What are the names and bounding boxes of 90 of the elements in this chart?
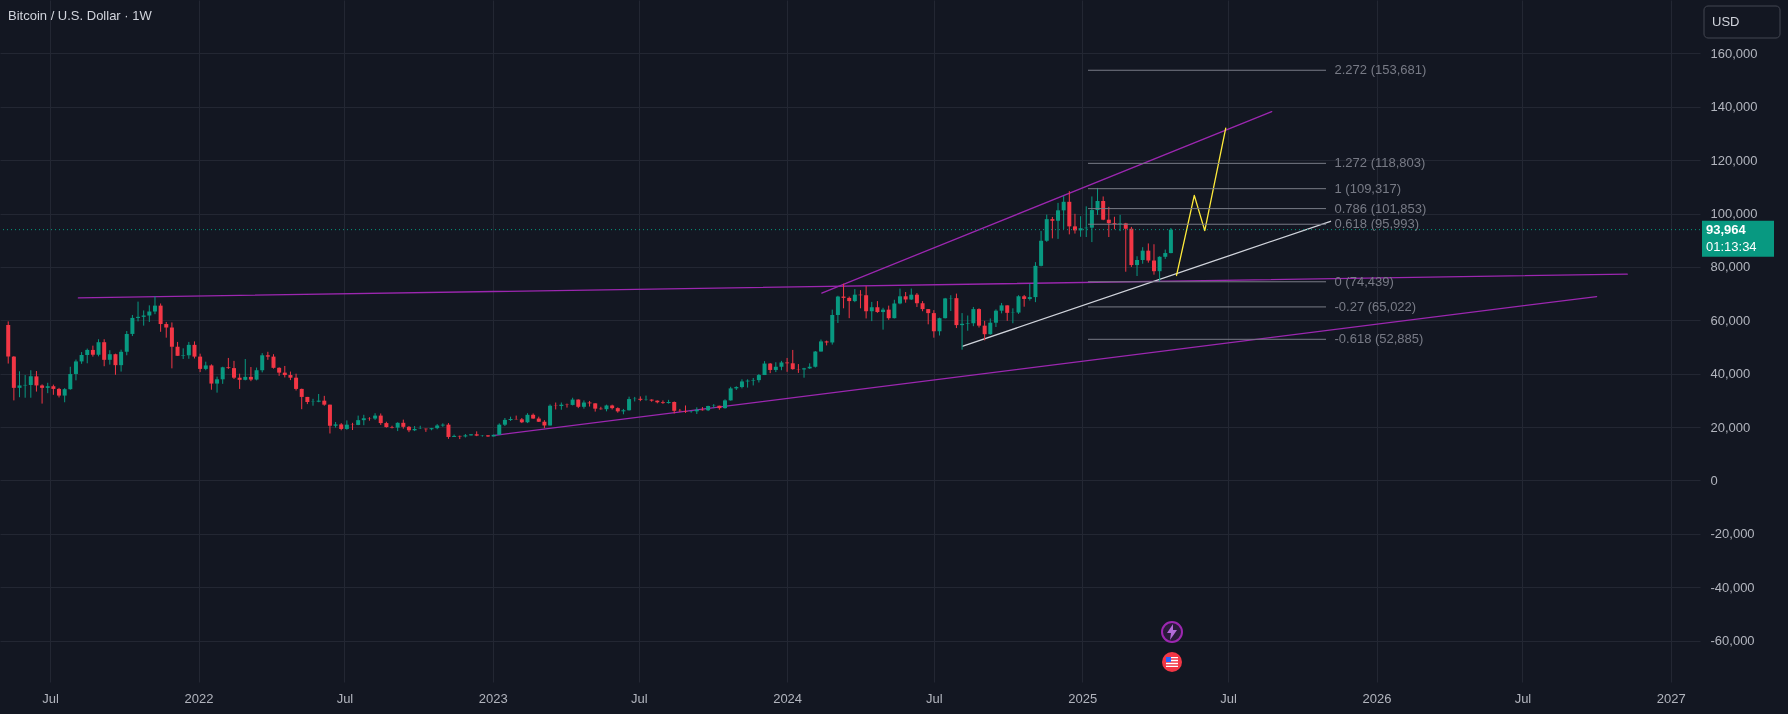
candlestick — [683, 404, 688, 414]
candlestick — [130, 314, 135, 337]
ref-line-label: 2.272 (153,681) — [1334, 62, 1427, 78]
y-tick-label: 80,000 — [1710, 259, 1751, 275]
y-tick-label: 160,000 — [1710, 45, 1758, 61]
line-series — [1175, 127, 1227, 277]
candlestick — [344, 419, 349, 431]
x-tick-label: Jul — [630, 690, 648, 706]
x-tick-label: Jul — [926, 690, 943, 706]
candlestick — [68, 366, 73, 391]
candlestick — [452, 434, 457, 438]
candlestick — [17, 370, 22, 398]
y-tick-label: 60,000 — [1710, 312, 1751, 328]
y-tick-label: 120,000 — [1710, 152, 1758, 168]
candlestick — [982, 320, 987, 341]
ref-line-label: 0.786 (101,853) — [1334, 200, 1427, 216]
candlestick — [152, 295, 157, 315]
y-tick-label: 140,000 — [1710, 99, 1758, 115]
x-tick-label: Jul — [1220, 690, 1238, 706]
candlestick — [1123, 222, 1128, 273]
candlestick — [931, 309, 936, 339]
text: 01:13:34 — [1706, 238, 1757, 254]
candlestick — [102, 338, 107, 367]
candlestick — [73, 359, 78, 381]
text: Bitcoin / U.S. Dollar · 1W — [8, 8, 153, 23]
ref-line-label: -0.618 (52,885) — [1334, 331, 1424, 347]
x-tick-label: 2024 — [773, 690, 803, 706]
candlestick — [1146, 242, 1151, 264]
x-tick-label: Jul — [1514, 690, 1532, 706]
x-tick-label: 2023 — [478, 690, 508, 706]
candlestick — [373, 412, 378, 421]
candlestick — [847, 296, 852, 319]
x-tick-label: 2022 — [184, 690, 214, 706]
y-tick-label: 100,000 — [1710, 206, 1758, 222]
candlestick — [864, 285, 869, 319]
candlestick — [198, 353, 203, 373]
y-tick-label: 0 — [1710, 472, 1718, 488]
candlestick — [1016, 294, 1021, 315]
candlestick — [367, 416, 372, 422]
candlestick — [977, 307, 982, 329]
candlestick — [169, 321, 174, 369]
text: USD — [1712, 14, 1740, 29]
candlestick — [469, 433, 474, 437]
candlestick — [181, 347, 186, 360]
candlestick — [28, 369, 33, 399]
ref-line-label: 1 (109,317) — [1334, 180, 1401, 196]
candlestick — [231, 360, 236, 380]
candlestick — [835, 295, 840, 324]
candlestick — [965, 315, 970, 332]
candlestick — [260, 352, 265, 373]
candlestick — [215, 376, 220, 394]
candlestick — [869, 301, 874, 322]
candlestick — [971, 306, 976, 327]
candlestick — [265, 351, 270, 361]
candlestick — [124, 330, 129, 356]
candlestick — [34, 370, 39, 393]
candlestick — [785, 357, 790, 373]
candlestick — [1050, 216, 1055, 239]
y-tick-label: 20,000 — [1710, 419, 1751, 435]
candlestick — [1157, 255, 1162, 283]
y-tick-label: -20,000 — [1710, 526, 1755, 542]
candlestick — [119, 349, 124, 373]
y-tick-label: 40,000 — [1710, 366, 1751, 382]
candlestick — [209, 363, 214, 391]
candlestick — [790, 349, 795, 371]
candlestick — [40, 383, 45, 405]
candlestick — [660, 399, 665, 405]
candlestick — [226, 357, 231, 370]
x-tick-label: 2025 — [1068, 690, 1098, 706]
candlestick — [897, 288, 902, 305]
x-tick-label: 2027 — [1656, 690, 1686, 706]
ref-line-label: 0.618 (95,993) — [1334, 216, 1420, 232]
candlestick — [158, 303, 163, 333]
candlestick — [581, 399, 586, 410]
y-tick-label: -40,000 — [1710, 579, 1755, 595]
candlestick — [1072, 213, 1077, 235]
ref-line-label: 93,964 — [1706, 221, 1747, 237]
candlestick — [327, 404, 332, 434]
candlestick — [1135, 255, 1140, 277]
candlestick — [90, 345, 95, 358]
ref-line-label: 1.272 (118,803) — [1334, 155, 1426, 171]
candlestick — [136, 301, 141, 322]
x-tick-label: Jul — [42, 690, 60, 706]
candlestick — [248, 366, 253, 382]
candlestick — [802, 367, 807, 379]
ref-line-label: -0.27 (65,022) — [1334, 298, 1417, 314]
candlestick — [1151, 243, 1156, 276]
y-tick-label: -60,000 — [1710, 633, 1755, 649]
x-tick-label: Jul — [336, 690, 354, 706]
x-tick-label: 2026 — [1362, 690, 1392, 706]
